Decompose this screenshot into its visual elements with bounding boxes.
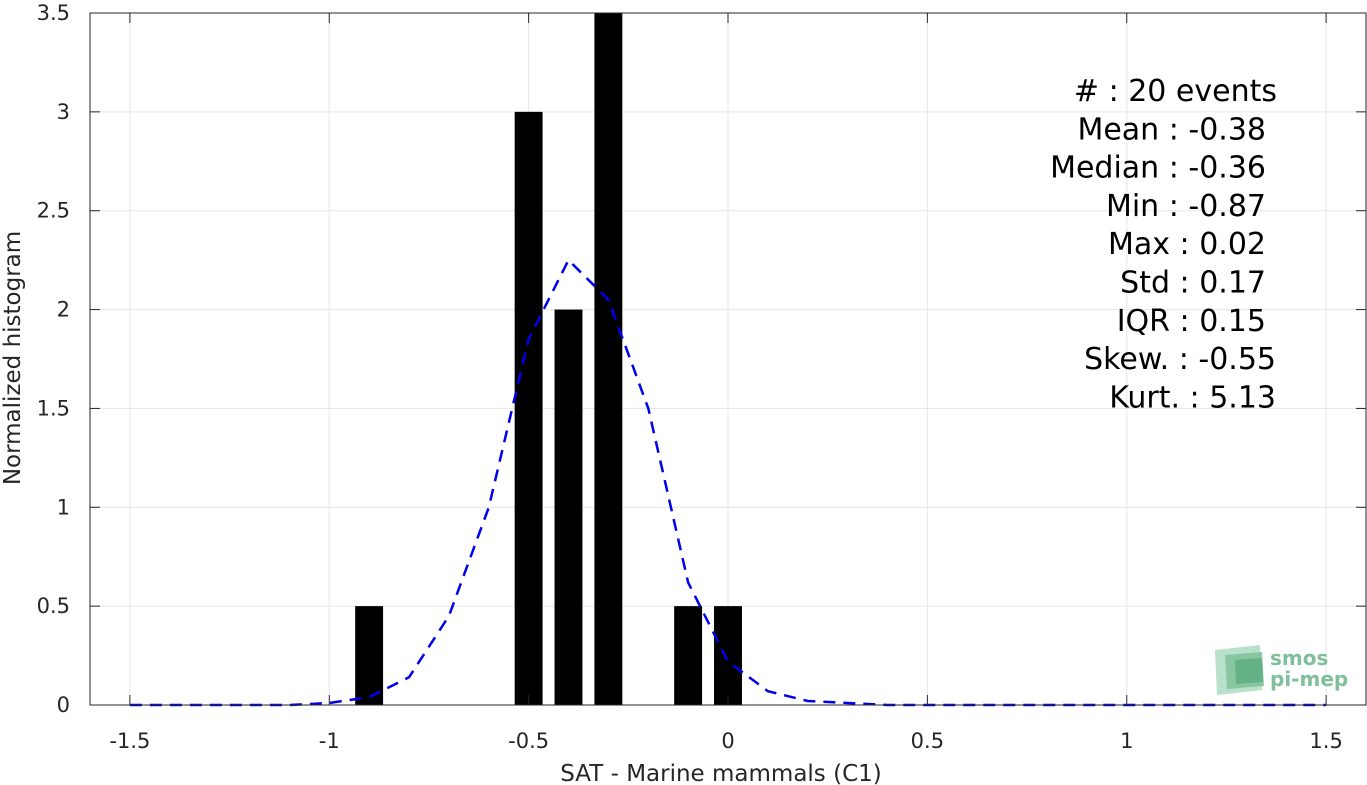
stats-line: Max : 0.02 <box>1108 227 1266 262</box>
y-tick-label: 1.5 <box>37 396 70 420</box>
x-tick-label: 1.5 <box>1309 729 1342 753</box>
x-tick-label: -1.5 <box>109 729 150 753</box>
smos-pi-mep-logo: smos pi-mep <box>1215 645 1348 695</box>
y-tick-label: 2 <box>57 298 70 322</box>
x-tick-labels: -1.5 -1 -0.5 0 0.5 1 1.5 <box>109 729 1342 753</box>
histogram-bar <box>594 13 623 705</box>
stats-line: Kurt. : 5.13 <box>1109 380 1276 415</box>
x-tick-label: 0 <box>721 729 734 753</box>
logo-text-smos: smos <box>1270 646 1328 670</box>
histogram-bar <box>714 606 742 705</box>
x-axis-label: SAT - Marine mammals (C1) <box>560 761 882 785</box>
stats-line: Mean : -0.38 <box>1077 112 1266 147</box>
y-tick-label: 0 <box>57 693 70 717</box>
y-tick-label: 2.5 <box>37 199 70 223</box>
y-tick-labels: 0 0.5 1 1.5 2 2.5 3 3.5 <box>37 1 70 717</box>
histogram-bar <box>554 309 583 705</box>
x-tick-label: 1 <box>1120 729 1133 753</box>
y-tick-label: 3 <box>57 100 70 124</box>
y-tick-label: 3.5 <box>37 1 70 25</box>
histogram-bar <box>355 606 384 705</box>
x-tick-label: 0.5 <box>911 729 944 753</box>
y-tick-label: 1 <box>57 495 70 519</box>
stats-line: Skew. : -0.55 <box>1084 342 1276 377</box>
axes-frame <box>89 12 1367 706</box>
y-axis-label: Normalized histogram <box>0 231 26 485</box>
histogram-bar <box>674 606 703 705</box>
histogram-bars <box>355 13 742 706</box>
stats-line: IQR : 0.15 <box>1117 304 1266 339</box>
logo-shape-front <box>1235 658 1263 684</box>
histogram-bar <box>514 111 543 706</box>
stats-line: Median : -0.36 <box>1050 151 1266 186</box>
x-tick-label: -1 <box>319 729 340 753</box>
y-tick-label: 0.5 <box>37 594 70 618</box>
stats-line: Min : -0.87 <box>1106 189 1266 224</box>
logo-text-pimep: pi-mep <box>1270 667 1348 691</box>
stats-line: # : 20 events <box>1074 74 1277 109</box>
x-tick-label: -0.5 <box>508 729 549 753</box>
stats-line: Std : 0.17 <box>1120 266 1266 301</box>
